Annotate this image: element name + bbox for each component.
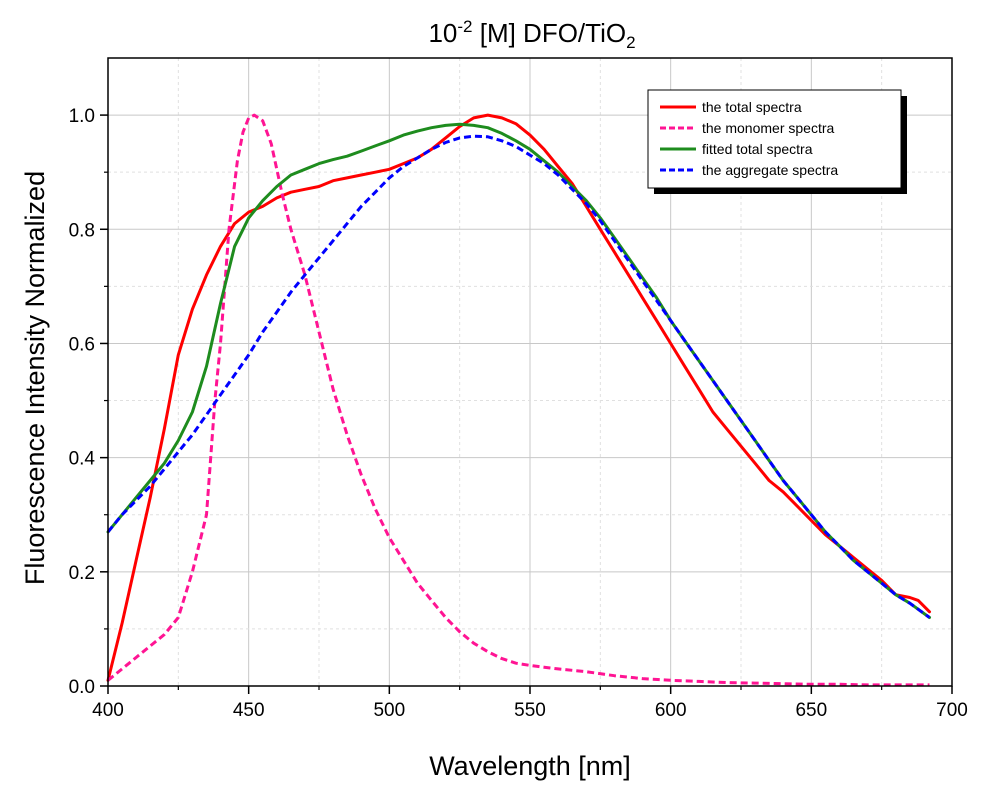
y-tick-label: 0.6	[69, 334, 95, 355]
y-tick-label: 0.2	[69, 563, 95, 584]
legend-label-2: fitted total spectra	[702, 141, 813, 157]
y-tick-label: 0.8	[69, 220, 95, 241]
x-tick-label: 600	[655, 700, 687, 721]
title-subscript: 2	[626, 33, 635, 52]
x-tick-label: 650	[795, 700, 827, 721]
y-tick-label: 0.4	[69, 449, 96, 470]
y-tick-label: 0.0	[69, 677, 95, 698]
y-axis-label: Fluorescence Intensity Normalized	[20, 171, 50, 585]
title-base: 10	[428, 18, 457, 48]
legend-label-3: the aggregate spectra	[702, 162, 838, 178]
series-line-2	[106, 122, 931, 619]
series-line-0	[106, 113, 931, 682]
chart-title: 10-2 [M] DFO/TiO2	[428, 17, 635, 52]
series-line-1	[107, 113, 930, 687]
plot-curves	[106, 113, 931, 687]
legend-label-0: the total spectra	[702, 99, 802, 115]
x-tick-label: 400	[92, 700, 124, 721]
legend-label-1: the monomer spectra	[702, 120, 834, 136]
axis-ticks: 400 450 500 550 600 650 700 0.0 0.2 0.4 0.6 0.8 1.0	[69, 106, 968, 721]
y-tick-label: 1.0	[69, 106, 95, 127]
x-tick-label: 700	[936, 700, 968, 721]
title-exponent: -2	[457, 17, 472, 36]
title-middle: [M] DFO/TiO	[473, 18, 627, 48]
x-axis-label: Wavelength [nm]	[429, 751, 631, 781]
x-tick-label: 450	[233, 700, 265, 721]
x-tick-label: 550	[514, 700, 546, 721]
x-tick-label: 500	[373, 700, 405, 721]
legend: the total spectra the monomer spectra fitt…	[647, 89, 907, 194]
